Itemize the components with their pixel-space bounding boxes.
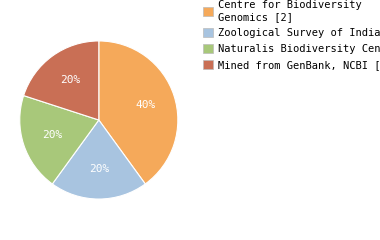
Wedge shape [20,96,99,184]
Wedge shape [99,41,178,184]
Text: 20%: 20% [60,75,80,85]
Text: 40%: 40% [135,100,155,110]
Text: 20%: 20% [89,164,109,174]
Wedge shape [24,41,99,120]
Wedge shape [52,120,145,199]
Legend: Centre for Biodiversity
Genomics [2], Zoological Survey of India [1], Naturalis : Centre for Biodiversity Genomics [2], Zo… [203,0,380,70]
Text: 20%: 20% [42,130,62,140]
